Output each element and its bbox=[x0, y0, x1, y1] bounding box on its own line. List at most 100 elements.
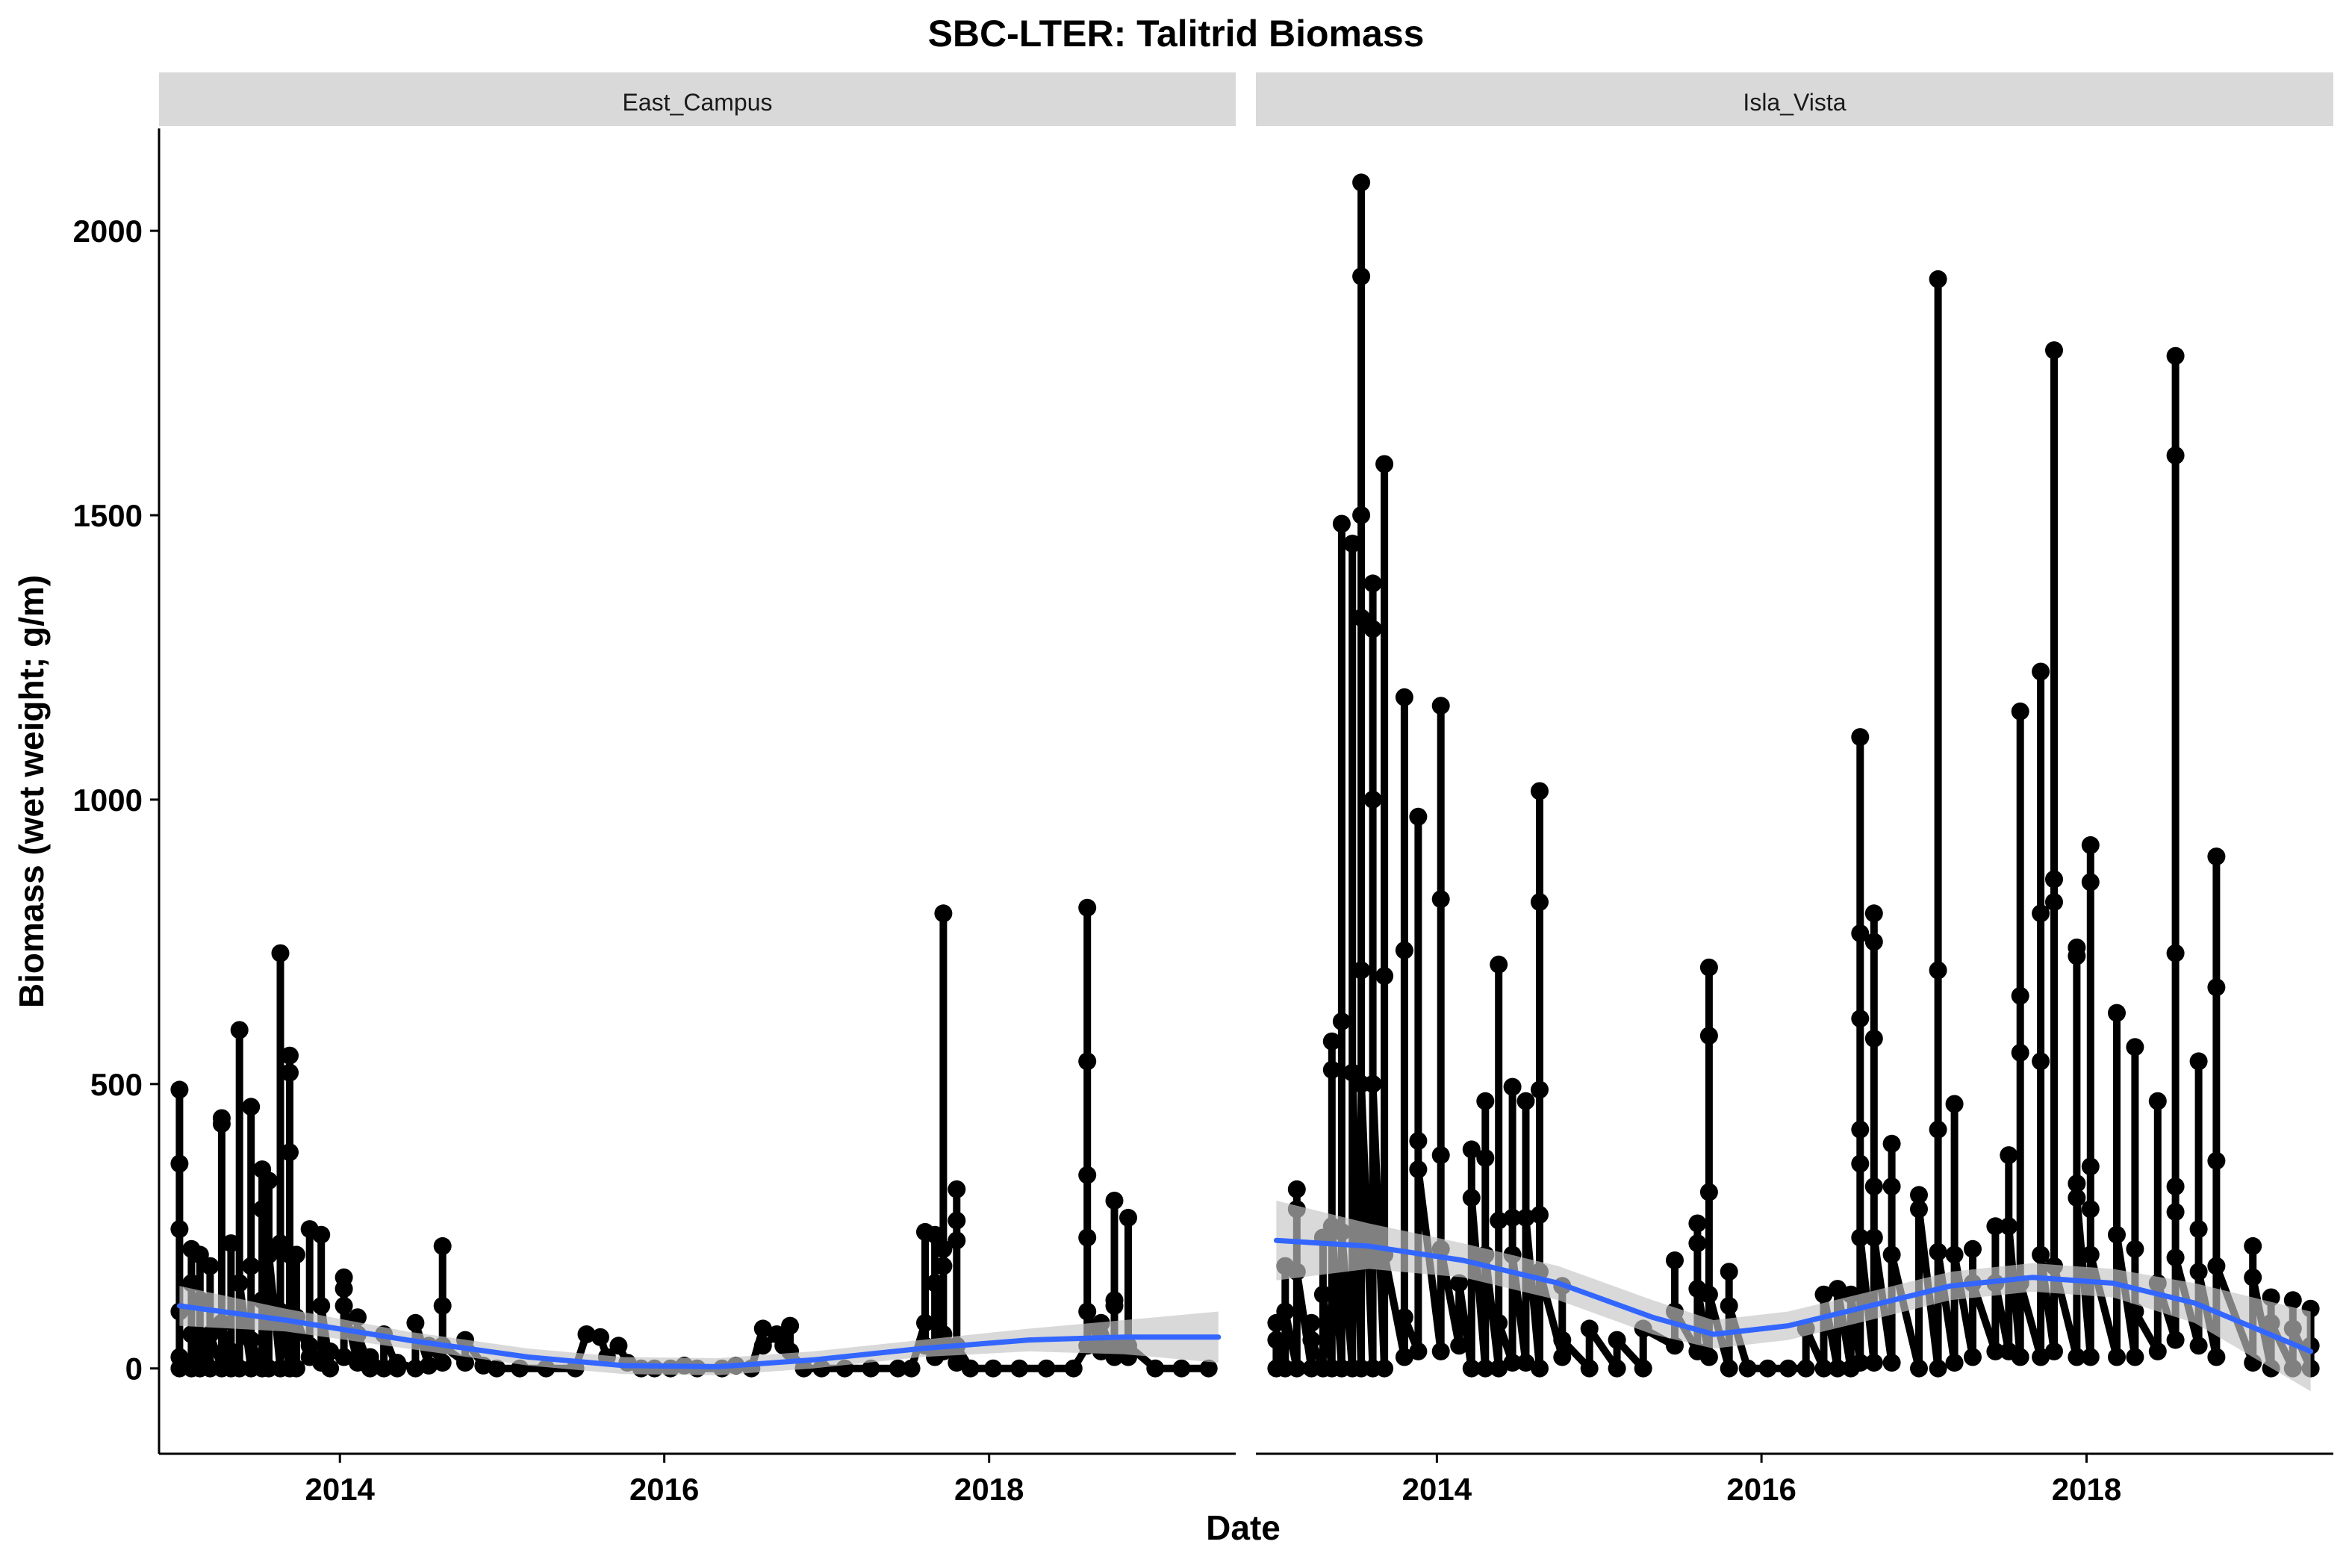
data-point bbox=[230, 1274, 249, 1292]
data-point bbox=[1864, 904, 1883, 923]
data-point bbox=[1395, 688, 1413, 706]
data-point bbox=[1929, 1120, 1947, 1139]
facet-strip-label: East_Campus bbox=[623, 89, 773, 116]
data-point bbox=[1699, 1285, 1718, 1304]
data-point bbox=[1882, 1245, 1901, 1264]
data-point bbox=[2000, 1146, 2018, 1165]
data-point bbox=[1105, 1192, 1124, 1210]
data-point bbox=[1882, 1177, 1901, 1195]
data-point bbox=[1064, 1359, 1083, 1378]
data-point bbox=[1864, 1354, 1883, 1372]
data-point bbox=[2126, 1239, 2144, 1258]
data-point bbox=[1516, 1208, 1535, 1227]
data-point bbox=[1531, 782, 1549, 800]
data-point bbox=[1476, 1148, 1495, 1167]
data-point bbox=[948, 1354, 966, 1372]
data-point bbox=[1720, 1263, 1738, 1281]
data-point bbox=[1078, 1052, 1097, 1071]
data-point bbox=[1352, 609, 1371, 627]
data-point bbox=[2108, 1348, 2126, 1366]
data-point bbox=[312, 1225, 331, 1244]
data-point bbox=[361, 1348, 379, 1366]
data-point bbox=[230, 1021, 249, 1039]
data-point bbox=[1851, 1120, 1870, 1139]
data-point bbox=[1864, 933, 1883, 951]
data-point bbox=[1287, 1359, 1306, 1378]
observed-line bbox=[1272, 178, 2315, 1372]
data-point bbox=[1688, 1214, 1707, 1233]
x-tick-label: 2018 bbox=[954, 1472, 1024, 1507]
data-point bbox=[1864, 1177, 1883, 1195]
data-point bbox=[1851, 1009, 1870, 1028]
data-point bbox=[1490, 1359, 1508, 1378]
data-point bbox=[433, 1236, 452, 1255]
data-point bbox=[984, 1359, 1003, 1378]
data-point bbox=[170, 1348, 189, 1366]
data-point bbox=[2126, 1038, 2144, 1057]
data-point bbox=[2045, 1342, 2063, 1360]
data-point bbox=[1450, 1337, 1469, 1355]
data-point bbox=[2166, 346, 2185, 365]
data-point bbox=[260, 1245, 278, 1264]
data-point bbox=[1409, 807, 1428, 826]
data-point bbox=[2032, 1245, 2050, 1264]
data-point bbox=[1476, 1092, 1495, 1110]
data-point bbox=[2166, 447, 2185, 464]
data-point bbox=[1503, 1208, 1522, 1227]
x-tick-label: 2014 bbox=[1402, 1472, 1472, 1507]
data-point bbox=[1699, 958, 1718, 977]
data-point bbox=[1531, 893, 1549, 912]
data-point bbox=[1699, 1348, 1718, 1366]
data-point bbox=[1929, 1359, 1947, 1378]
data-point bbox=[1078, 1228, 1097, 1247]
data-point bbox=[1363, 1074, 1382, 1093]
data-point bbox=[926, 1225, 945, 1244]
data-point bbox=[961, 1359, 980, 1378]
smooth-line bbox=[176, 1303, 1222, 1369]
data-point bbox=[1964, 1348, 1982, 1366]
data-point bbox=[862, 1359, 880, 1378]
y-axis-title: Biomass (wet weight; g/m) bbox=[12, 575, 51, 1008]
data-point bbox=[2148, 1342, 2167, 1360]
data-point bbox=[1395, 1348, 1413, 1366]
observed-line bbox=[175, 903, 1213, 1372]
data-point bbox=[1037, 1359, 1056, 1378]
data-point bbox=[420, 1356, 438, 1375]
data-point bbox=[271, 944, 290, 962]
data-point bbox=[2081, 1200, 2100, 1219]
data-point bbox=[2045, 341, 2063, 360]
data-point bbox=[1699, 1027, 1718, 1045]
data-point bbox=[1986, 1342, 2005, 1360]
data-point bbox=[1010, 1359, 1029, 1378]
data-point bbox=[577, 1325, 596, 1343]
data-point bbox=[312, 1296, 331, 1315]
data-point bbox=[335, 1348, 353, 1366]
data-point bbox=[1945, 1354, 1964, 1372]
data-point bbox=[1276, 1302, 1295, 1321]
y-tick-label: 500 bbox=[90, 1067, 143, 1102]
data-point bbox=[1395, 941, 1413, 959]
data-point bbox=[1105, 1296, 1124, 1315]
data-point bbox=[1964, 1239, 1982, 1258]
data-point bbox=[1882, 1134, 1901, 1153]
data-point bbox=[260, 1172, 278, 1190]
data-point bbox=[1352, 173, 1371, 192]
data-point bbox=[456, 1354, 474, 1372]
data-point bbox=[2148, 1092, 2167, 1110]
data-point bbox=[2244, 1236, 2262, 1255]
data-point bbox=[1720, 1359, 1738, 1378]
data-point bbox=[1431, 890, 1450, 909]
data-point bbox=[1814, 1359, 1833, 1378]
y-tick-label: 0 bbox=[125, 1351, 143, 1387]
data-point bbox=[926, 1274, 945, 1292]
data-point bbox=[1608, 1331, 1626, 1349]
data-point bbox=[2032, 1052, 2050, 1071]
data-point bbox=[2011, 1043, 2029, 1062]
data-point bbox=[934, 1257, 953, 1275]
data-point bbox=[2166, 1177, 2185, 1195]
data-point bbox=[2108, 1225, 2126, 1244]
data-point bbox=[253, 1200, 272, 1219]
data-point bbox=[2081, 1245, 2100, 1264]
data-point bbox=[1829, 1359, 1847, 1378]
data-point bbox=[1608, 1359, 1626, 1378]
